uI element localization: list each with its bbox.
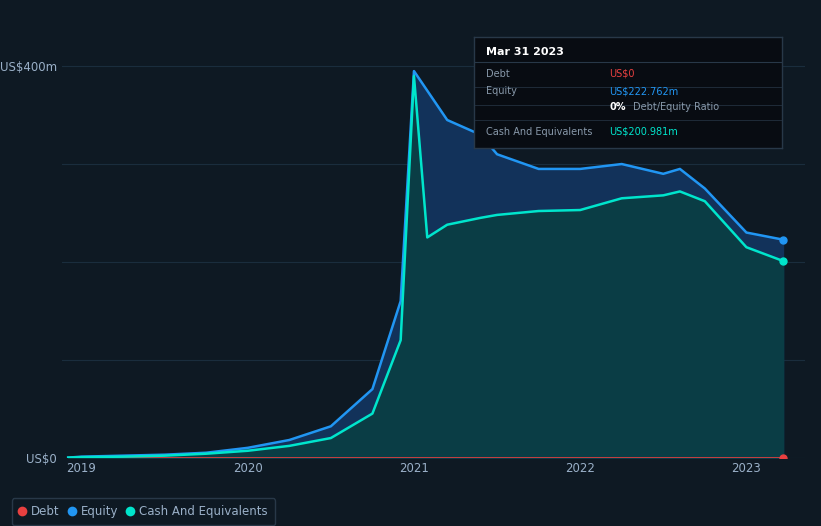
Text: Cash And Equivalents: Cash And Equivalents bbox=[486, 127, 593, 137]
Text: US$0: US$0 bbox=[610, 68, 635, 78]
Text: US$200.981m: US$200.981m bbox=[610, 127, 678, 137]
Legend: Debt, Equity, Cash And Equivalents: Debt, Equity, Cash And Equivalents bbox=[11, 498, 275, 525]
Text: Debt: Debt bbox=[486, 68, 510, 78]
Text: Debt/Equity Ratio: Debt/Equity Ratio bbox=[633, 102, 719, 112]
Text: 0%: 0% bbox=[610, 102, 626, 112]
Text: Mar 31 2023: Mar 31 2023 bbox=[486, 47, 564, 57]
Text: US$222.762m: US$222.762m bbox=[610, 86, 679, 96]
Text: Equity: Equity bbox=[486, 86, 517, 96]
